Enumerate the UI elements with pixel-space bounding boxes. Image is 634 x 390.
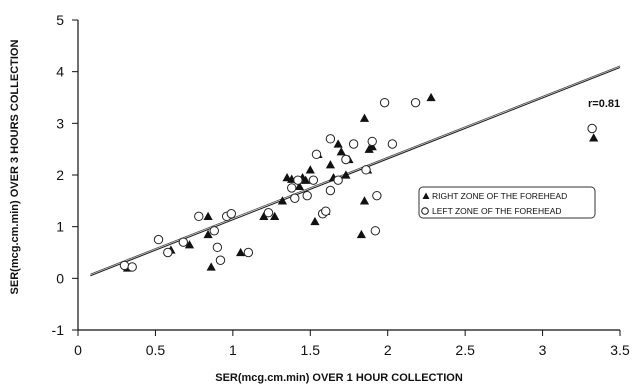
y-axis-title: SER(mcg.cm.min) OVER 3 HOURS COLLECTION xyxy=(9,40,21,295)
legend-entry-right-zone: RIGHT ZONE OF THE FOREHEAD xyxy=(432,191,567,201)
legend-box xyxy=(418,186,596,219)
y-tick-label: 0 xyxy=(56,270,64,286)
y-tick-label: -1 xyxy=(52,322,65,338)
plot-frame xyxy=(77,20,620,331)
legend-circle-marker xyxy=(421,207,429,215)
triangle-point xyxy=(294,181,305,191)
triangle-point xyxy=(310,216,320,226)
triangle-point xyxy=(356,229,366,239)
legend-entry-left-zone: LEFT ZONE OF THE FOREHEAD xyxy=(432,206,562,216)
triangle-point xyxy=(589,133,599,142)
x-axis-title: SER(mcg.cm.min) OVER 1 HOUR COLLECTION xyxy=(215,372,463,384)
x-tick-label: 1 xyxy=(229,342,237,358)
circle-point xyxy=(341,154,351,165)
x-tick-label: 3 xyxy=(539,342,547,358)
regression-line-shadow xyxy=(90,65,621,275)
triangle-point xyxy=(333,139,343,148)
regression-line-group xyxy=(90,65,621,277)
circle-point xyxy=(379,97,390,108)
circle-point xyxy=(209,226,219,236)
circle-point xyxy=(127,262,137,272)
triangle-point xyxy=(325,160,336,169)
circle-point xyxy=(119,260,130,271)
circle-point xyxy=(287,183,297,193)
x-tick-label: 2.5 xyxy=(455,342,475,358)
triangle-point xyxy=(341,170,351,179)
circle-point xyxy=(153,234,164,245)
x-tick-label: 3.5 xyxy=(610,342,630,358)
triangle-point xyxy=(305,165,315,174)
circle-point xyxy=(348,139,359,149)
triangle-point xyxy=(359,113,370,122)
circle-point xyxy=(215,255,226,265)
x-tick-label: 0.5 xyxy=(146,342,166,358)
circle-point xyxy=(226,209,237,219)
circle-point xyxy=(194,211,204,222)
circle-point xyxy=(243,247,254,258)
circle-point xyxy=(302,190,312,201)
legend: RIGHT ZONE OF THE FOREHEAD LEFT ZONE OF … xyxy=(418,186,596,219)
triangle-point xyxy=(236,247,246,257)
circle-point xyxy=(410,97,421,108)
correlation-annotation: r=0.81 xyxy=(588,98,620,110)
circle-point xyxy=(325,185,336,196)
circle-point xyxy=(163,247,173,258)
x-tick-label: 1.5 xyxy=(301,342,321,358)
triangle-point xyxy=(426,92,436,102)
circle-point xyxy=(361,165,371,175)
triangle-point xyxy=(367,141,377,151)
triangle-point xyxy=(277,196,288,205)
circle-point xyxy=(333,175,343,185)
y-tick-label: 2 xyxy=(56,167,64,183)
data-points xyxy=(119,92,599,272)
circle-point xyxy=(367,136,377,147)
x-tick-label: 2 xyxy=(384,342,392,358)
y-tick-label: 1 xyxy=(56,219,64,235)
triangle-point xyxy=(206,262,216,271)
circle-point xyxy=(308,175,319,185)
triangle-point xyxy=(270,211,280,221)
circle-point xyxy=(325,134,336,144)
circle-point xyxy=(370,226,381,236)
triangle-point xyxy=(359,196,370,205)
circle-point xyxy=(290,193,300,203)
circle-point xyxy=(321,206,331,216)
triangle-point xyxy=(184,240,195,249)
y-tick-label: 3 xyxy=(56,115,64,131)
y-tick-label: 4 xyxy=(56,64,64,80)
circle-point xyxy=(178,237,189,247)
circle-point xyxy=(387,139,398,149)
triangle-point xyxy=(336,147,346,156)
y-axis-ticks: -1 0 1 2 3 4 5 xyxy=(52,12,78,338)
x-axis-ticks: 0 0.5 1 1.5 2 2.5 3 3.5 xyxy=(74,330,630,358)
triangle-point xyxy=(203,211,213,221)
circle-point xyxy=(372,190,382,201)
circle-point xyxy=(263,208,274,218)
circle-point xyxy=(311,149,322,160)
legend-triangle-marker xyxy=(422,192,430,199)
triangle-point xyxy=(259,211,269,221)
x-tick-label: 0 xyxy=(74,342,82,358)
circle-point xyxy=(293,175,303,185)
circle-point xyxy=(212,242,223,253)
circle-point xyxy=(587,123,597,134)
y-tick-label: 5 xyxy=(56,12,64,28)
triangle-point xyxy=(301,175,311,184)
triangle-point xyxy=(203,229,213,239)
regression-line xyxy=(90,67,621,277)
